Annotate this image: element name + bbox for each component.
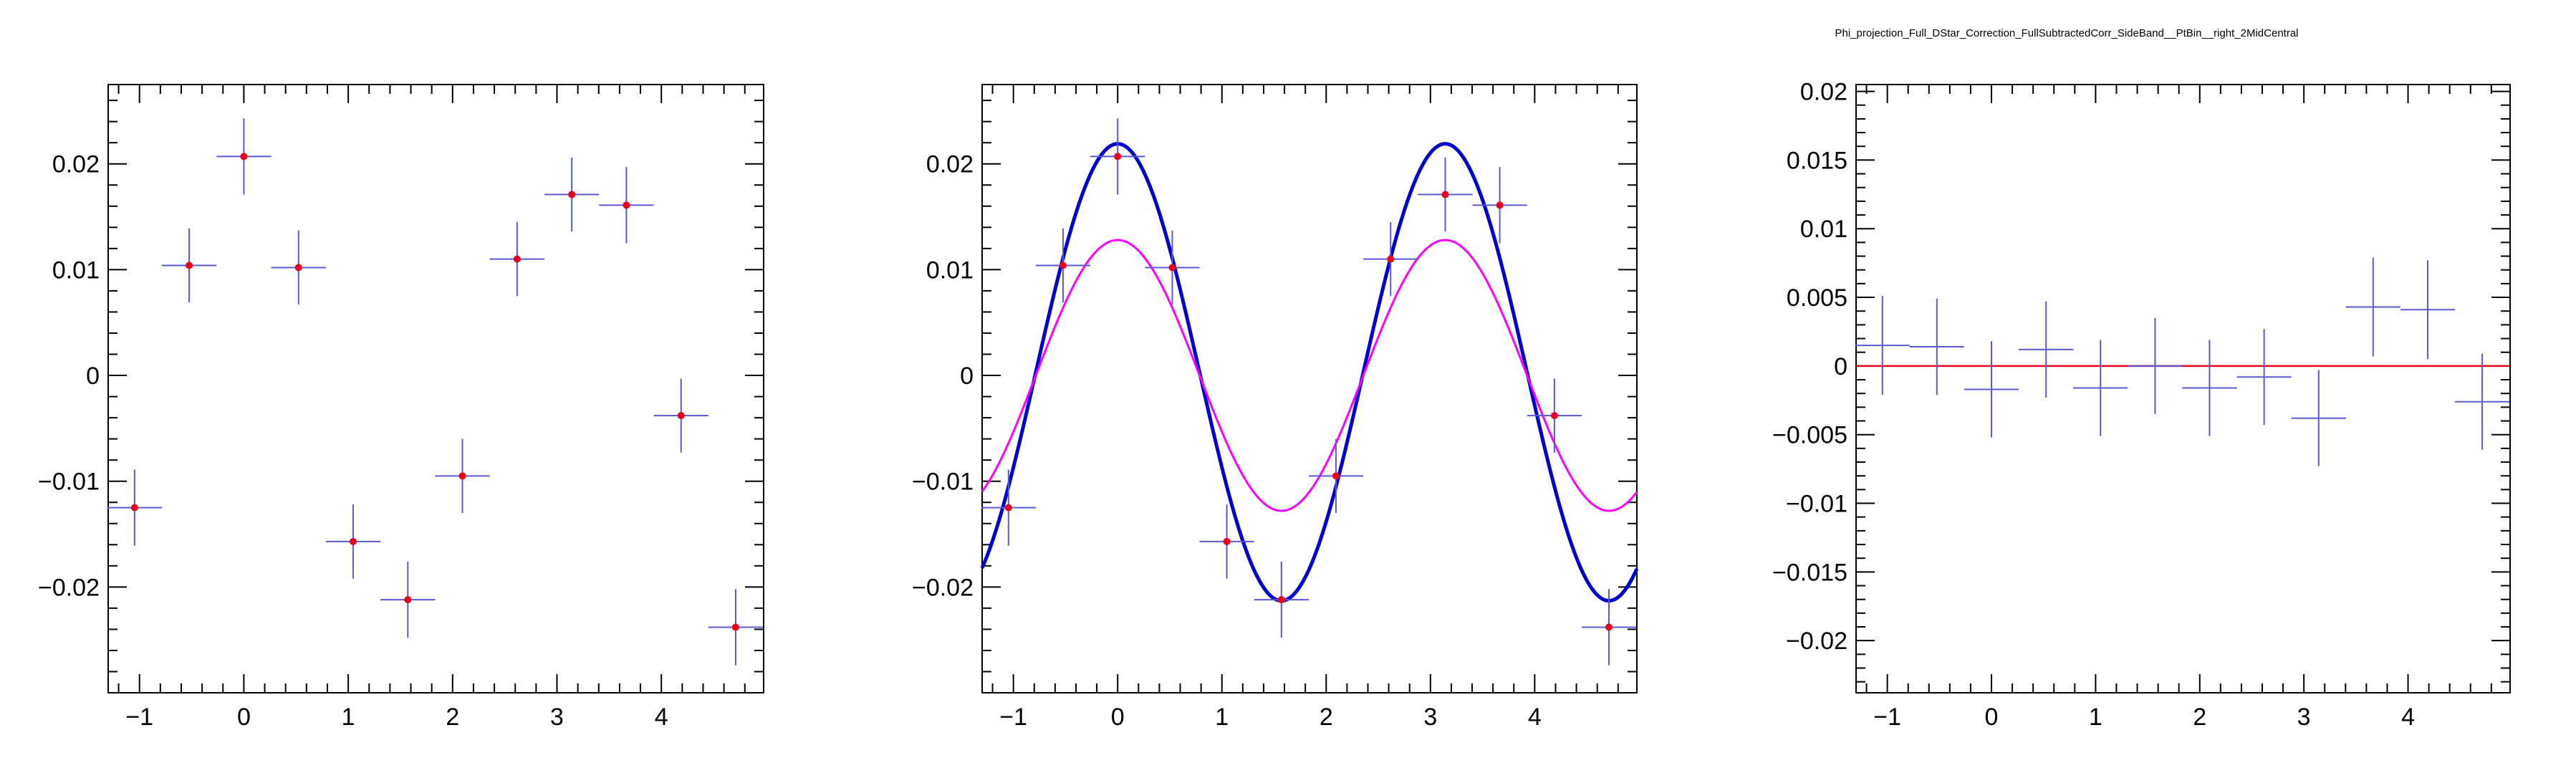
data-point (458, 472, 466, 480)
y-tick-label: −0.02 (1786, 628, 1847, 655)
plot-frame (981, 84, 1638, 693)
data-point (294, 264, 302, 272)
y-tick-label: 0.02 (926, 151, 974, 178)
data-point (1114, 153, 1122, 160)
y-tick-label: 0.02 (52, 151, 100, 178)
plot-frame (107, 84, 764, 693)
panel-fit-correlation: −1 0 1 2 3 4 −0.02 −0.01 0 0.01 0.02 (912, 84, 1639, 731)
data-point (568, 191, 576, 198)
y-tick-label: 0.01 (926, 256, 974, 284)
y-tick-label: −0.005 (1772, 422, 1847, 449)
y-tick-label: 0 (1834, 353, 1847, 380)
x-tick-label: 4 (1528, 704, 1542, 731)
x-tick-label: 3 (2297, 704, 2311, 731)
y-tick-label: −0.02 (38, 574, 100, 601)
data-point (1223, 537, 1231, 545)
data-point (1441, 191, 1449, 198)
y-tick-label: −0.01 (1786, 491, 1847, 518)
data-point (1004, 504, 1012, 512)
x-tick-label: 3 (1423, 704, 1437, 731)
fit-curve-component (981, 239, 1638, 512)
data-point (1277, 596, 1285, 604)
data-point (623, 201, 630, 209)
y-tick-label: 0 (86, 363, 100, 390)
y-tick-label: 0.01 (1800, 216, 1847, 243)
y-tick-label: 0.02 (1800, 79, 1847, 106)
x-tick-label: 0 (1111, 704, 1125, 731)
y-tick-label: 0 (960, 363, 974, 390)
data-point (186, 261, 193, 269)
data-point (513, 255, 521, 263)
data-point (349, 537, 357, 545)
y-tick-label: 0.01 (52, 256, 100, 284)
x-tick-label: 1 (342, 704, 355, 731)
y-tick-label: 0.015 (1787, 147, 1847, 174)
data-point (130, 504, 138, 512)
x-tick-label: −1 (125, 704, 153, 731)
data-point (1496, 201, 1504, 209)
x-tick-label: 2 (1320, 704, 1333, 731)
plot-frame (1855, 84, 2511, 693)
x-tick-label: 0 (237, 704, 251, 731)
data-point (1387, 255, 1395, 263)
x-tick-label: 1 (1215, 704, 1229, 731)
x-tick-label: −1 (1873, 704, 1901, 731)
x-tick-label: 3 (550, 704, 564, 731)
chart-title: Phi_projection_Full_DStar_Correction_Ful… (1835, 27, 2298, 39)
data-point (731, 623, 739, 631)
x-tick-label: 4 (2401, 704, 2415, 731)
data-point (1059, 261, 1067, 269)
fit-curve-total (980, 142, 1639, 603)
x-tick-label: 1 (2089, 704, 2102, 731)
data-point (1605, 623, 1613, 631)
y-tick-label: −0.01 (912, 469, 974, 496)
data-point (677, 412, 685, 420)
y-tick-label: 0.005 (1787, 284, 1847, 312)
panel-residuals: −1 0 1 2 3 4 −0.02 −0.015 −0.01 −0.005 0 0.005 0.01 0… (1772, 79, 2511, 731)
data-point (240, 153, 248, 160)
y-tick-label: −0.02 (912, 574, 974, 601)
data-point (1332, 472, 1340, 480)
x-tick-label: 2 (2193, 704, 2206, 731)
data-point (404, 596, 412, 604)
y-tick-label: −0.01 (38, 469, 100, 496)
x-tick-label: 4 (655, 704, 668, 731)
y-tick-label: −0.015 (1772, 559, 1847, 586)
x-tick-label: 0 (1985, 704, 1999, 731)
x-tick-label: −1 (999, 704, 1027, 731)
data-point (1550, 412, 1558, 420)
x-tick-label: 2 (446, 704, 459, 731)
data-point (1168, 264, 1176, 272)
panel-raw-correlation: −1 0 1 2 3 4 −0.02 −0.01 0 0.01 0.02 (38, 84, 764, 731)
